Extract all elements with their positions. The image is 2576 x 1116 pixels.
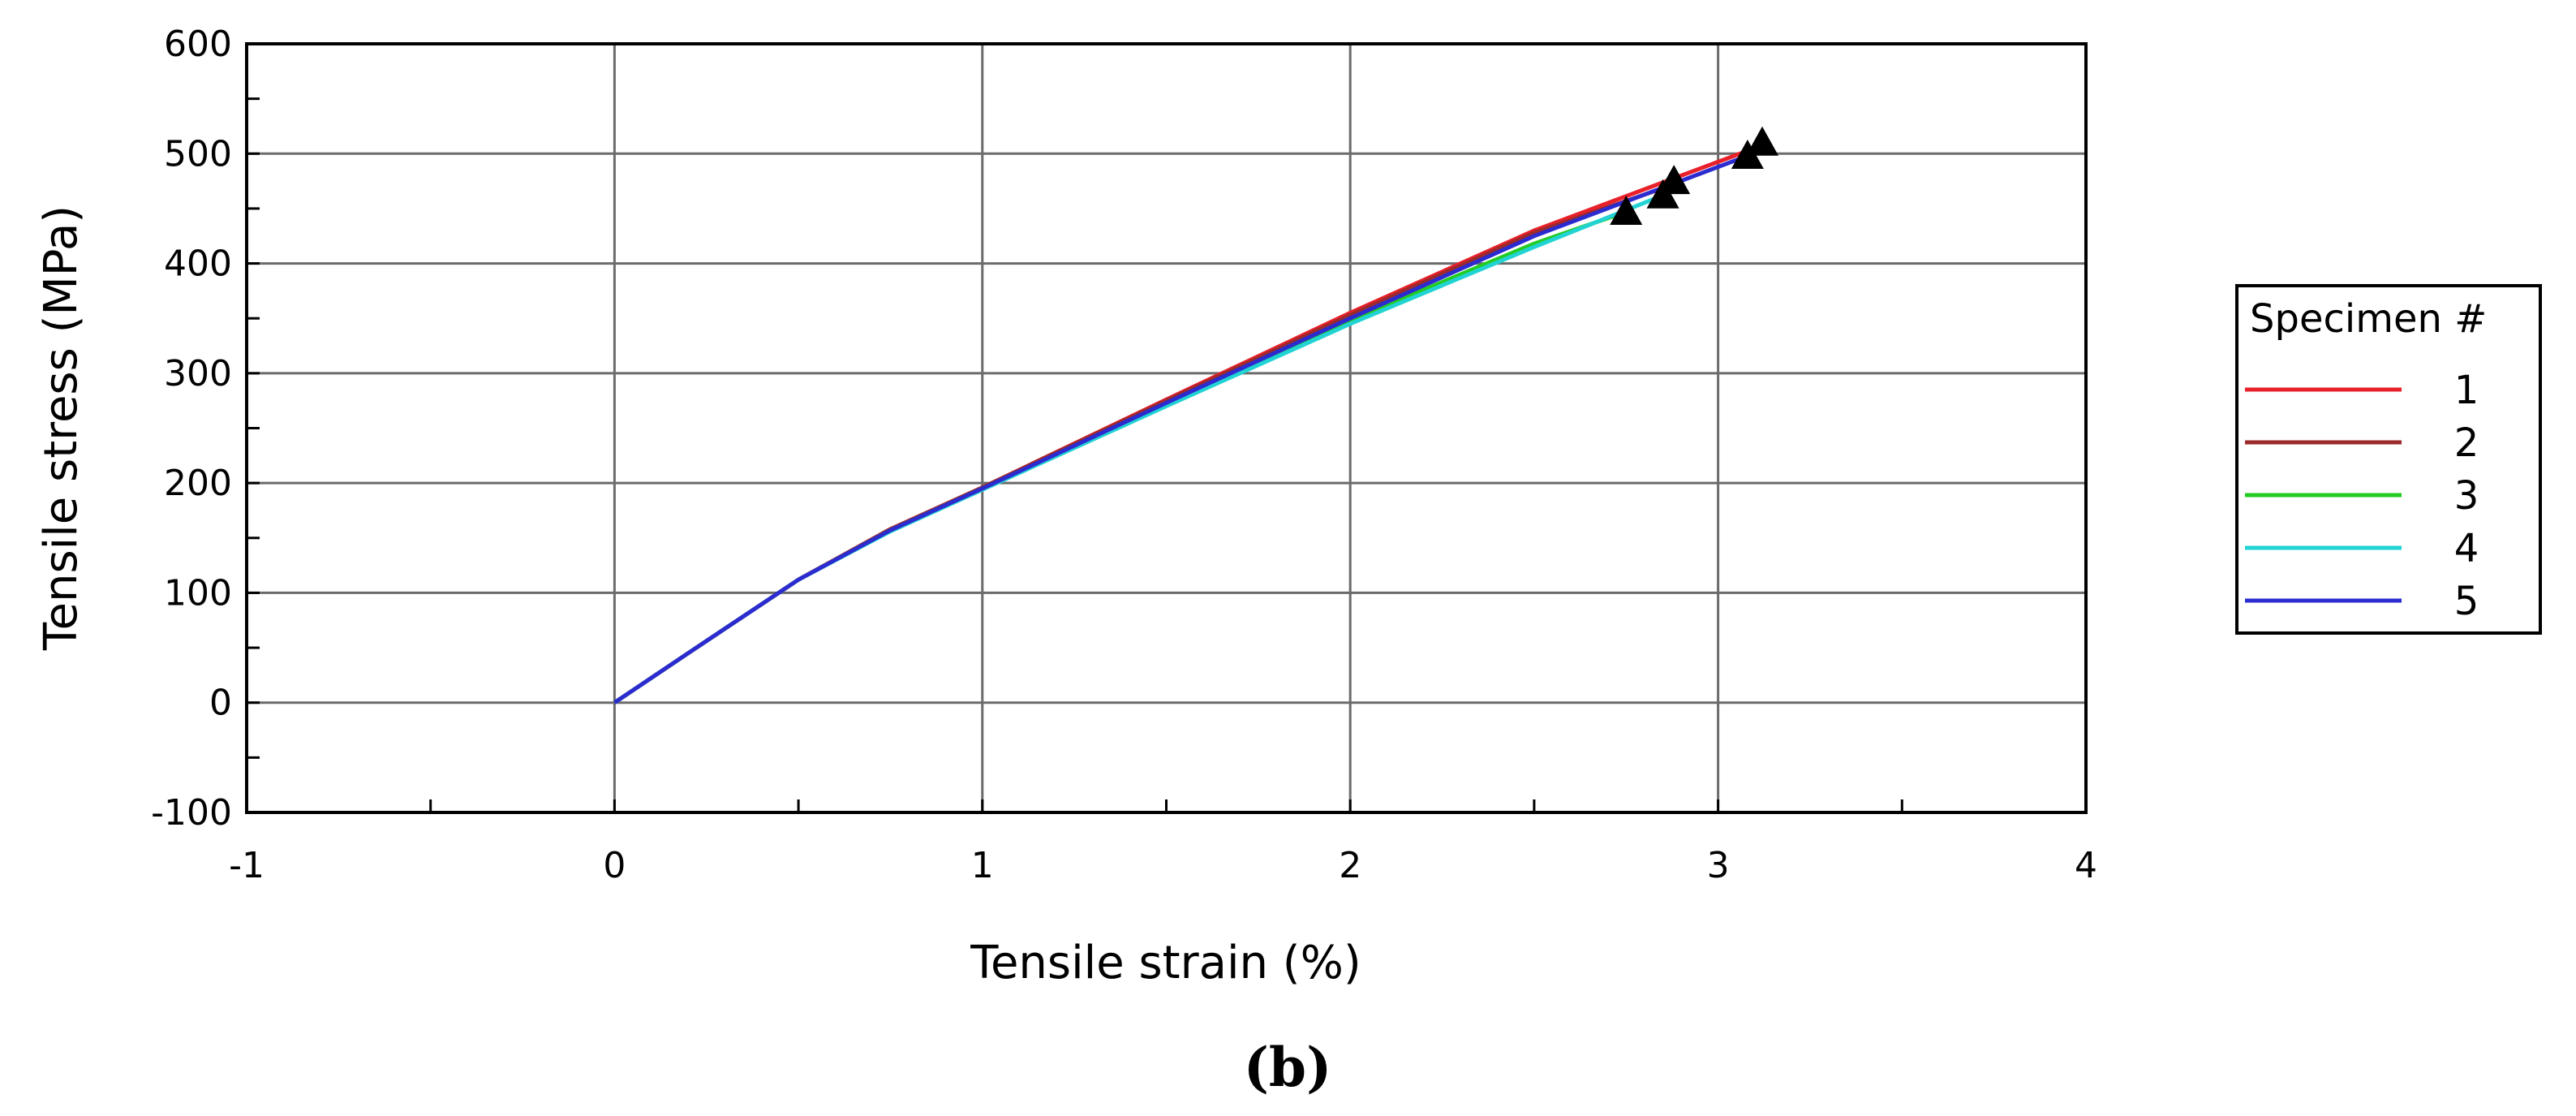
legend-label-1: 1 <box>2454 368 2479 413</box>
x-tick-label: 2 <box>1339 845 1361 886</box>
y-tick-label: 600 <box>164 24 232 65</box>
series-line-5 <box>613 153 1748 705</box>
x-tick-labels: -1 0 1 2 3 4 <box>229 845 2097 886</box>
legend-label-5: 5 <box>2454 579 2479 624</box>
y-axis-title: Tensile stress (MPa) <box>35 205 88 651</box>
legend-title: Specimen # <box>2250 296 2487 342</box>
y-tick-labels: -100 0 100 200 300 400 500 600 <box>151 24 232 834</box>
x-tick-label: 4 <box>2075 845 2097 886</box>
failure-marker <box>1658 165 1691 195</box>
x-tick-label: 3 <box>1707 845 1730 886</box>
legend-box <box>2235 284 2542 635</box>
y-tick-label: 100 <box>164 572 232 614</box>
x-axis-title: Tensile strain (%) <box>970 937 1361 989</box>
y-tick-label: 400 <box>164 243 232 285</box>
y-tick-label: 300 <box>164 353 232 394</box>
x-tick-label: -1 <box>229 845 264 886</box>
legend-label-3: 3 <box>2454 473 2479 519</box>
legend-items: 1 2 3 4 5 <box>2245 368 2479 624</box>
failure-marker <box>1610 195 1643 225</box>
series-lines <box>613 146 1756 705</box>
legend-label-4: 4 <box>2454 526 2479 571</box>
failure-markers <box>1610 126 1779 225</box>
x-tick-label: 1 <box>971 845 994 886</box>
legend-label-2: 2 <box>2454 420 2479 466</box>
plot-frame <box>245 42 2088 814</box>
figure-caption: (b) <box>1244 1036 1332 1099</box>
failure-marker <box>1746 126 1779 156</box>
legend: Specimen # 1 2 3 4 5 <box>2235 284 2542 635</box>
y-tick-label: 200 <box>164 463 232 504</box>
plot-area <box>247 44 2086 812</box>
y-tick-label: 0 <box>209 683 232 724</box>
y-tick-label: 500 <box>164 133 232 175</box>
y-tick-label: -100 <box>151 792 232 834</box>
x-tick-label: 0 <box>603 845 626 886</box>
